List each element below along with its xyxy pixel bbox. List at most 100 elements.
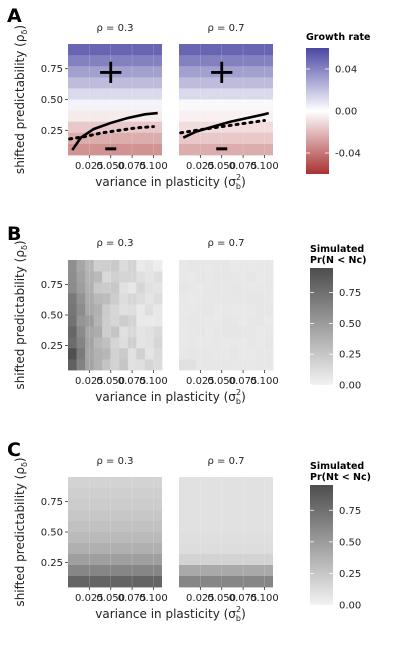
- heatmap-cell: [76, 282, 86, 294]
- x-tick-label: 0.050: [96, 161, 125, 172]
- heatmap-cell: [119, 348, 129, 360]
- heatmap-cell: [238, 304, 248, 316]
- heatmap-cell: [102, 271, 112, 283]
- heatmap-cell: [230, 282, 240, 294]
- heatmap-cell: [102, 359, 112, 371]
- heatmap-row: [68, 510, 162, 522]
- heatmap-cell: [153, 304, 163, 316]
- heatmap-cell: [187, 359, 197, 371]
- heatmap-cell: [144, 271, 154, 283]
- colorbar-label: 0.75: [339, 288, 361, 299]
- heatmap-cell: [93, 304, 103, 316]
- heatmap-row: [179, 77, 273, 89]
- heatmap-cell: [264, 315, 274, 327]
- heatmap-row: [179, 510, 273, 522]
- heatmap-cell: [136, 337, 146, 349]
- heatmap-cell: [238, 260, 248, 272]
- heatmap-cell: [93, 326, 103, 338]
- heatmap-cell: [196, 271, 206, 283]
- heatmap-cell: [221, 315, 231, 327]
- x-tick-label: 0.075: [229, 376, 258, 387]
- heatmap-cell: [68, 271, 77, 283]
- heatmap-cell: [119, 260, 129, 272]
- x-axis-title: variance in plasticity (σb2): [95, 388, 246, 406]
- heatmap-row: [179, 488, 273, 500]
- heatmap-cell: [76, 326, 86, 338]
- legend-title: Simulated: [310, 244, 364, 255]
- heatmap-cell: [110, 359, 120, 371]
- x-tick-label: 0.050: [96, 376, 125, 387]
- heatmap-cell: [93, 282, 103, 294]
- x-tick-label: 0.075: [229, 593, 258, 604]
- heatmap-cell: [221, 260, 231, 272]
- heatmap-cell: [102, 282, 112, 294]
- heatmap-cell: [221, 271, 231, 283]
- heatmap-cell: [247, 359, 257, 371]
- x-tick-label: 0.075: [229, 161, 258, 172]
- heatmap-cell: [144, 304, 154, 316]
- heatmap-row: [68, 543, 162, 555]
- heatmap-cell: [102, 326, 112, 338]
- x-tick-label: 0.075: [118, 376, 147, 387]
- heatmap-cell: [255, 293, 265, 305]
- heatmap-cell: [153, 337, 163, 349]
- heatmap-cell: [247, 304, 257, 316]
- heatmap-cell: [110, 348, 120, 360]
- heatmap-row: [68, 499, 162, 511]
- heatmap-cell: [68, 359, 77, 371]
- heatmap-cell: [264, 326, 274, 338]
- x-tick-label: 0.100: [139, 376, 168, 387]
- heatmap-cell: [264, 260, 274, 272]
- minus-annotation: [216, 147, 228, 151]
- y-tick-label: 0.75: [41, 64, 63, 75]
- heatmap-row: [68, 99, 162, 111]
- heatmap-cell: [127, 326, 137, 338]
- heatmap-cell: [127, 260, 137, 272]
- heatmap-cell: [196, 315, 206, 327]
- heatmap-cell: [85, 282, 95, 294]
- heatmap-cell: [119, 315, 129, 327]
- heatmap-cell: [204, 282, 214, 294]
- heatmap-cell: [144, 337, 154, 349]
- heatmap-row: [179, 132, 273, 145]
- heatmap-cell: [196, 293, 206, 305]
- heatmap-cell: [213, 348, 223, 360]
- facet-strip-label: ρ = 0.7: [208, 23, 245, 34]
- facet-strip-label: ρ = 0.3: [97, 23, 134, 34]
- heatmap-cell: [127, 348, 137, 360]
- heatmap-cell: [213, 326, 223, 338]
- heatmap-cell: [127, 282, 137, 294]
- x-tick-label: 0.050: [207, 593, 236, 604]
- heatmap-cell: [102, 315, 112, 327]
- heatmap-cell: [85, 348, 95, 360]
- heatmap-cell: [187, 337, 197, 349]
- colorbar-label: 0.04: [335, 65, 357, 76]
- heatmap-cell: [127, 304, 137, 316]
- legend-subtitle: Pr(N < Nc): [310, 255, 366, 266]
- heatmap-cell: [213, 260, 223, 272]
- heatmap-cell: [196, 260, 206, 272]
- heatmap-cell: [76, 337, 86, 349]
- heatmap-cell: [93, 293, 103, 305]
- heatmap-cell: [230, 271, 240, 283]
- heatmap-cell: [85, 260, 95, 272]
- colorbar-label: 0.50: [339, 319, 361, 330]
- heatmap-cell: [127, 359, 137, 371]
- legend-subtitle: Pr(Nt < Nc): [310, 472, 371, 483]
- heatmap-cell: [255, 326, 265, 338]
- heatmap-cell: [187, 293, 197, 305]
- x-tick-label: 0.100: [139, 161, 168, 172]
- heatmap-cell: [213, 271, 223, 283]
- heatmap-cell: [230, 348, 240, 360]
- heatmap-cell: [247, 326, 257, 338]
- heatmap-cell: [221, 282, 231, 294]
- heatmap-cell: [153, 260, 163, 272]
- heatmap-cell: [204, 260, 214, 272]
- x-tick-label: 0.100: [250, 161, 279, 172]
- heatmap-row: [68, 110, 162, 123]
- heatmap-cell: [213, 337, 223, 349]
- heatmap-cell: [119, 337, 129, 349]
